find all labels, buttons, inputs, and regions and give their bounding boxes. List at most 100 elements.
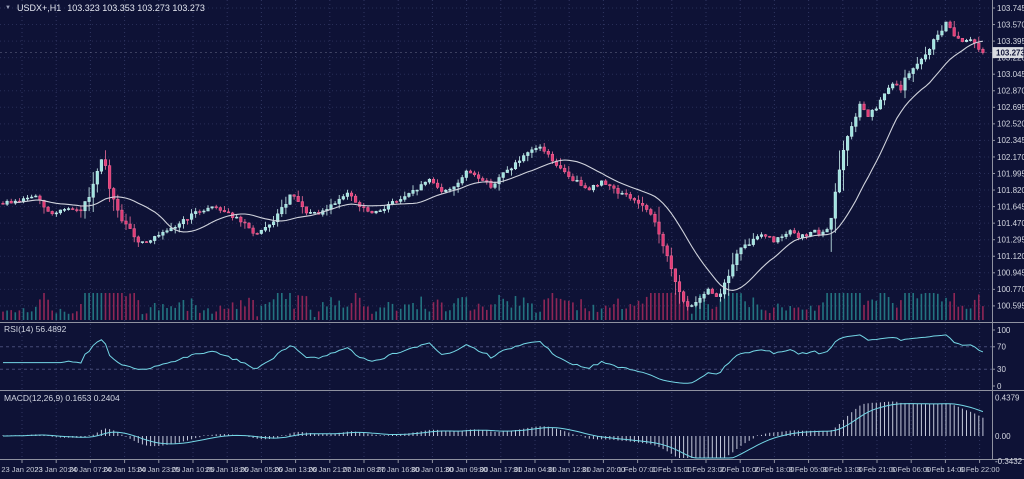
candle-body (677, 281, 682, 293)
candle (411, 185, 415, 197)
volume-bar (395, 310, 398, 320)
candle-body (341, 196, 345, 200)
candle (604, 179, 608, 185)
candle (26, 195, 30, 202)
candle (698, 295, 702, 309)
candle-body (919, 58, 923, 65)
time-axis-label: 30 Jan 09:00 (445, 465, 488, 474)
candle-body (764, 234, 768, 237)
volume-bar (494, 304, 496, 320)
volume-bar (6, 310, 8, 320)
candle (718, 288, 723, 302)
candle-body (608, 184, 612, 187)
candle-body (706, 288, 710, 295)
volume-bar (428, 311, 431, 320)
time-axis-label: 23 Jan 20:00 (35, 465, 78, 474)
candle-body (153, 236, 157, 241)
candle-body (411, 190, 415, 194)
volume-bar (768, 313, 771, 320)
candle (526, 151, 530, 162)
candle (530, 146, 534, 158)
volume-bar (76, 311, 78, 320)
volume-bar (449, 310, 451, 320)
time-axis-label: 26 Jan 21:00 (308, 465, 351, 474)
candle (870, 109, 874, 121)
volume-bar (461, 297, 463, 320)
volume-bar (55, 313, 58, 320)
collapse-triangle-icon[interactable]: ▼ (5, 5, 11, 11)
candle (673, 268, 677, 295)
time-axis-label: 26 Jan 05:00 (240, 465, 283, 474)
candle-body (124, 220, 128, 225)
volume-bar (207, 308, 209, 320)
candle (956, 31, 960, 39)
volume-bar (252, 300, 254, 320)
volume-bar (117, 293, 119, 320)
rsi-indicator-label: RSI(14) 56.4892 (4, 324, 67, 334)
volume-bar (777, 303, 779, 320)
candle (977, 36, 981, 52)
candle (415, 189, 419, 196)
candle (866, 109, 870, 117)
candle (255, 232, 259, 235)
candle (907, 70, 911, 81)
price-axis-label: 102.695 (997, 103, 1024, 112)
candle (165, 228, 169, 234)
volume-bar (814, 310, 816, 320)
candle-body (759, 234, 764, 237)
candle (313, 211, 317, 214)
candle (563, 164, 567, 174)
candle-body (226, 211, 231, 214)
volume-bar (30, 311, 33, 320)
candle-body (923, 54, 928, 60)
volume-bar (469, 310, 472, 320)
candle-body (468, 170, 472, 174)
candle-body (276, 213, 280, 222)
candle (960, 38, 964, 43)
candle (34, 194, 38, 198)
candle (362, 203, 366, 212)
candle-body (456, 182, 460, 187)
macd-axis[interactable]: 0.4379 0.00 -0.3432 (995, 394, 1023, 467)
candle-body (645, 205, 649, 210)
volume-bar (301, 295, 304, 320)
candle-body (526, 152, 530, 156)
volume-bar (104, 293, 107, 320)
candle-body (54, 212, 58, 215)
candle (936, 30, 940, 43)
candle-body (181, 219, 185, 225)
candle (185, 219, 190, 225)
price-axis-label: 103.570 (997, 20, 1024, 29)
candle (247, 222, 251, 229)
moving-average-line (15, 40, 983, 291)
candle-body (58, 209, 62, 214)
candle-body (513, 162, 518, 170)
candle (144, 241, 149, 243)
candle-body (632, 198, 636, 201)
candle-body (862, 103, 866, 110)
candle-body (977, 42, 981, 50)
candle (210, 206, 214, 210)
volume-bar (568, 300, 570, 320)
candle-body (563, 167, 567, 173)
candle (222, 206, 226, 213)
rsi-axis[interactable]: 100 70 30 0 (992, 326, 1011, 391)
candle-body (739, 247, 743, 255)
candle-body (440, 187, 444, 192)
candle-body (686, 301, 690, 307)
volume-bar (506, 301, 509, 320)
volume-bar (199, 312, 201, 320)
candle (71, 207, 75, 211)
candle-body (481, 178, 485, 181)
candle-body (587, 187, 591, 191)
volume-bar (719, 299, 722, 320)
volume-bar (256, 316, 258, 320)
candle-body (784, 233, 788, 237)
volume-bar (830, 293, 832, 320)
candle-body (731, 264, 735, 277)
candle (776, 237, 780, 244)
candle-body (530, 149, 534, 153)
current-price-tag: 103.273 (992, 47, 1024, 59)
